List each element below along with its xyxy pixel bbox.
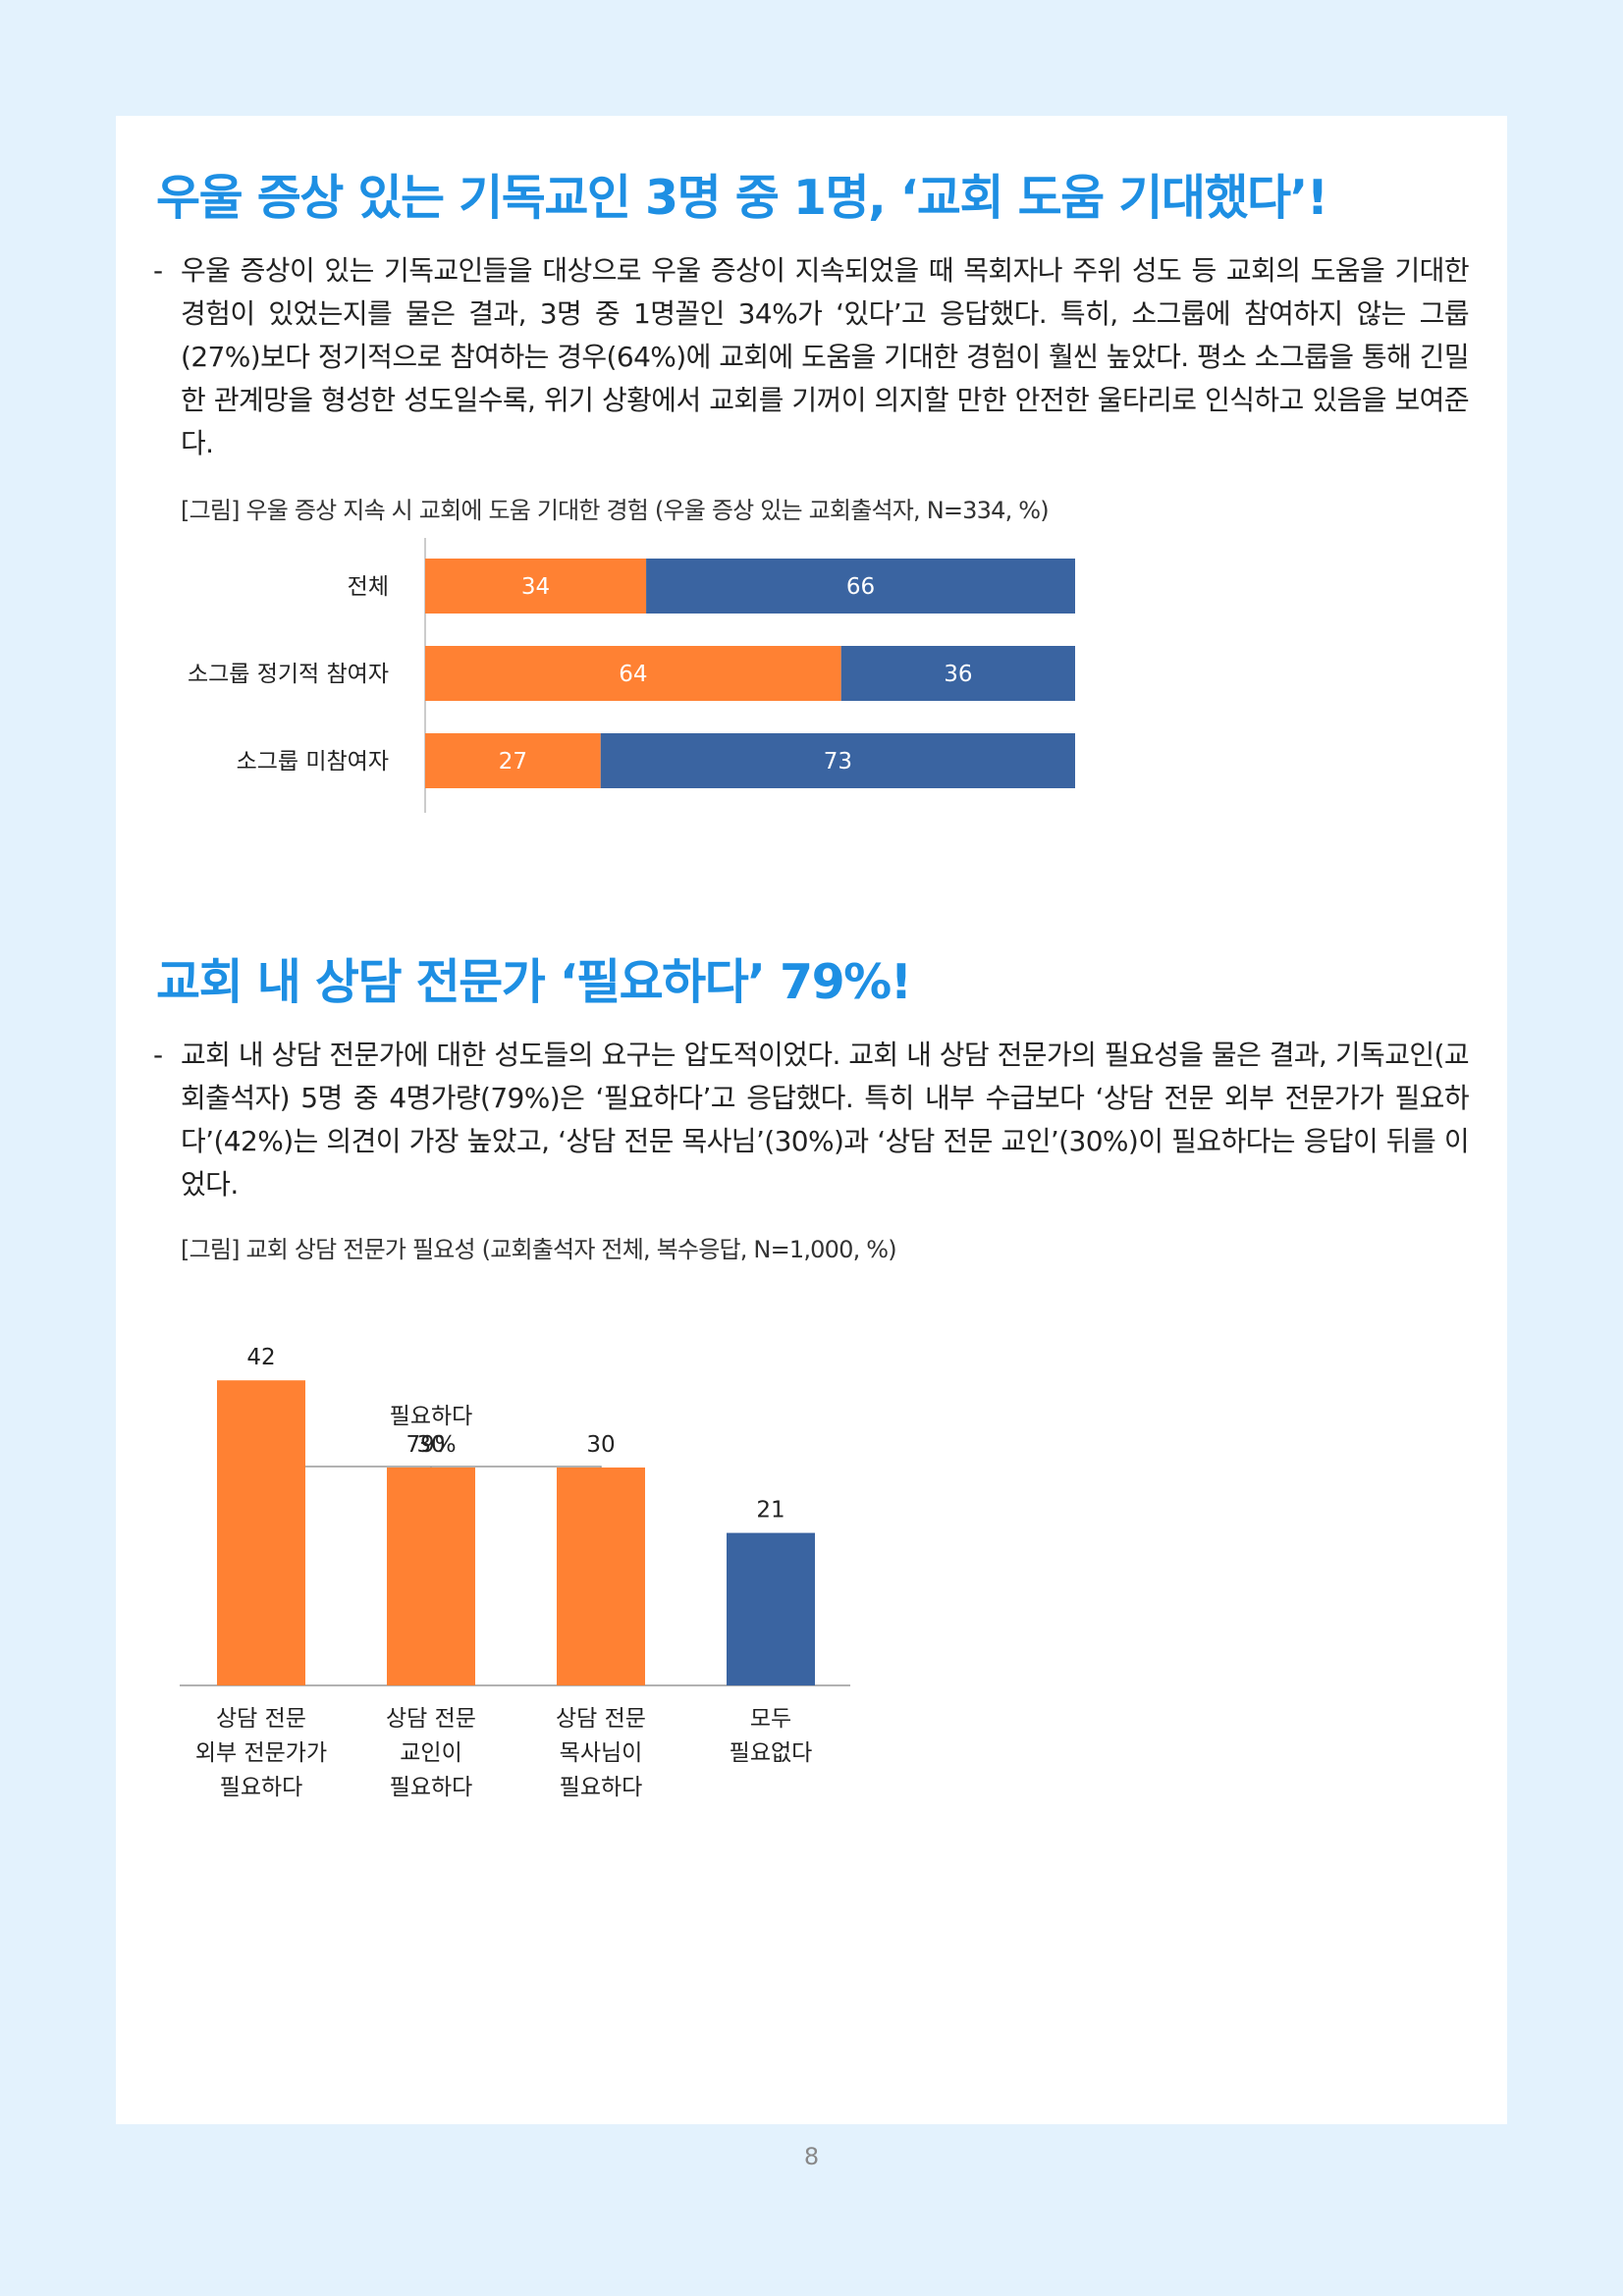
data-label: 73 bbox=[824, 749, 852, 774]
bullet-dash: - bbox=[153, 254, 163, 287]
data-label: 34 bbox=[521, 574, 550, 600]
paragraph: - 우울 증상이 있는 기독교인들을 대상으로 우울 증상이 지속되었을 때 목… bbox=[153, 249, 1470, 465]
bar-segment bbox=[425, 646, 841, 701]
category-label: 목사님이 bbox=[560, 1740, 643, 1766]
category-label: 전체 bbox=[348, 574, 389, 600]
bar bbox=[217, 1380, 305, 1685]
paragraph-text: 우울 증상이 있는 기독교인들을 대상으로 우울 증상이 지속되었을 때 목회자… bbox=[181, 254, 1470, 459]
category-label: 상담 전문 bbox=[216, 1706, 306, 1732]
category-label: 필요하다 bbox=[390, 1775, 473, 1800]
bullet-dash: - bbox=[153, 1039, 163, 1071]
category-label: 상담 전문 bbox=[556, 1706, 646, 1732]
data-label: 30 bbox=[586, 1432, 615, 1458]
data-label: 21 bbox=[756, 1498, 784, 1523]
bar-segment bbox=[646, 559, 1075, 614]
category-label: 필요하다 bbox=[560, 1775, 643, 1800]
category-label: 모두 bbox=[750, 1706, 791, 1732]
category-label: 소그룹 정기적 참여자 bbox=[188, 662, 389, 687]
bar-segment bbox=[425, 559, 647, 614]
category-label: 교인이 bbox=[400, 1740, 461, 1766]
bar-segment bbox=[425, 733, 601, 788]
bracket-value: 79% bbox=[406, 1432, 456, 1458]
data-label: 30 bbox=[416, 1432, 445, 1458]
bar bbox=[727, 1532, 815, 1685]
paragraph: - 교회 내 상담 전문가에 대한 성도들의 요구는 압도적이었다. 교회 내 … bbox=[153, 1034, 1470, 1206]
figure-caption: [그림] 우울 증상 지속 시 교회에 도움 기대한 경험 (우울 증상 있는 … bbox=[181, 497, 1050, 524]
page: 우울 증상 있는 기독교인 3명 중 1명, ‘교회 도움 기대했다’! - 우… bbox=[116, 116, 1507, 2124]
bracket-label: 필요하다 bbox=[390, 1404, 473, 1429]
bar bbox=[387, 1468, 475, 1685]
section-heading: 우울 증상 있는 기독교인 3명 중 1명, ‘교회 도움 기대했다’! bbox=[156, 170, 1328, 226]
paragraph-text: 교회 내 상담 전문가에 대한 성도들의 요구는 압도적이었다. 교회 내 상담… bbox=[181, 1039, 1470, 1201]
category-label: 소그룹 미참여자 bbox=[237, 749, 389, 774]
bar-segment bbox=[600, 733, 1075, 788]
category-label: 외부 전문가가 bbox=[195, 1740, 327, 1766]
bar bbox=[557, 1468, 645, 1685]
figure-caption: [그림] 교회 상담 전문가 필요성 (교회출석자 전체, 복수응답, N=1,… bbox=[181, 1236, 897, 1263]
category-label: 필요하다 bbox=[220, 1775, 303, 1800]
data-label: 36 bbox=[944, 662, 972, 687]
category-label: 필요없다 bbox=[730, 1740, 813, 1766]
data-label: 42 bbox=[246, 1345, 275, 1370]
page-number: 8 bbox=[803, 2143, 820, 2170]
section-heading: 교회 내 상담 전문가 ‘필요하다’ 79%! bbox=[156, 954, 912, 1010]
data-label: 66 bbox=[846, 574, 875, 600]
category-label: 상담 전문 bbox=[386, 1706, 476, 1732]
data-label: 27 bbox=[499, 749, 527, 774]
bar-segment bbox=[840, 646, 1075, 701]
data-label: 64 bbox=[619, 662, 647, 687]
